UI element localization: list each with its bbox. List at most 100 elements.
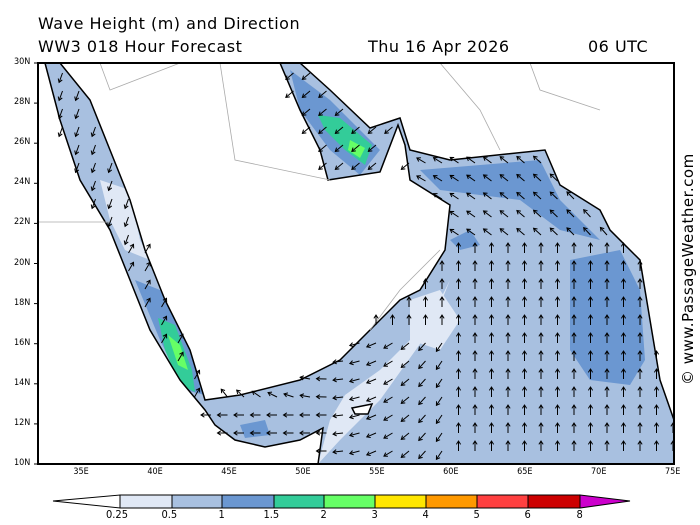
wave-arrow — [74, 144, 80, 156]
wave-arrow — [365, 450, 377, 457]
legend-label: 8 — [576, 508, 583, 521]
wave-arrow — [637, 278, 643, 289]
wave-arrow — [604, 278, 610, 289]
wave-arrow — [571, 314, 577, 325]
wave-arrow — [472, 368, 478, 379]
wave-arrow — [554, 350, 561, 361]
legend-label: 0.25 — [106, 508, 129, 521]
wave-arrow — [571, 296, 577, 307]
wave-arrow — [455, 332, 462, 343]
lat-label: 24N — [14, 177, 31, 188]
wave-arrow — [521, 350, 528, 361]
wave-arrow — [123, 234, 129, 246]
wave-arrow — [400, 378, 410, 386]
wave-arrow — [435, 396, 443, 407]
wave-arrow — [449, 228, 459, 236]
wave-arrow — [418, 378, 426, 388]
wave-arrow — [604, 368, 610, 379]
africa-landmass — [38, 63, 324, 464]
lon-label: 70E — [591, 467, 607, 477]
axis-ticks — [34, 62, 38, 465]
legend-swatch — [171, 494, 223, 509]
wave-arrow — [521, 296, 528, 307]
wave-arrow — [216, 412, 228, 418]
wave-arrow — [521, 278, 528, 289]
wave-arrow — [299, 393, 311, 399]
wave-arrow — [587, 386, 594, 397]
wave-arrow — [318, 108, 327, 117]
wave-arrow — [571, 242, 577, 253]
wave-arrow — [128, 243, 135, 254]
zone-0.25-0.5 — [100, 180, 150, 260]
wave-arrow — [367, 126, 377, 135]
wave-arrow — [620, 350, 627, 361]
wave-arrow — [301, 108, 311, 117]
wave-arrow — [318, 90, 327, 99]
wave-arrow — [482, 228, 492, 236]
wave-arrow — [604, 440, 610, 451]
wave-arrow — [599, 226, 608, 236]
wave-arrow — [505, 386, 511, 397]
wave-arrow — [532, 173, 542, 182]
wave-arrow — [499, 228, 509, 236]
wave-arrow — [571, 332, 577, 343]
wave-arrow — [482, 174, 492, 182]
wave-arrow — [348, 450, 360, 456]
wave-arrow — [383, 414, 393, 421]
wave-arrow — [521, 386, 528, 397]
wave-arrow — [315, 376, 327, 382]
wave-arrow — [236, 389, 245, 398]
wave-arrow — [488, 350, 495, 361]
lon-label: 60E — [443, 467, 459, 477]
wave-arrow — [107, 198, 113, 210]
wave-arrow — [488, 332, 495, 343]
wave-arrow — [653, 368, 660, 379]
wave-arrow — [538, 440, 544, 451]
wave-arrow — [233, 412, 244, 418]
wave-arrow — [554, 242, 561, 253]
wave-arrow — [488, 386, 495, 397]
wave-arrow — [566, 191, 575, 200]
wave-arrow — [400, 360, 410, 368]
lat-label: 26N — [14, 137, 31, 148]
wave-arrow — [283, 392, 294, 398]
wave-arrow — [604, 242, 610, 253]
lat-label: 12N — [14, 417, 31, 428]
legend-swatch — [527, 494, 581, 509]
wave-arrow — [455, 368, 462, 379]
wave-arrow — [301, 126, 311, 135]
wave-arrow — [482, 192, 492, 200]
wave-arrow — [367, 162, 377, 171]
wave-arrow — [499, 210, 509, 218]
wave-arrow — [620, 296, 627, 307]
legend-label: 6 — [524, 508, 531, 521]
wave-arrow — [449, 192, 459, 200]
wave-arrow — [455, 278, 462, 289]
wave-arrow — [315, 394, 327, 400]
wave-arrow — [351, 126, 360, 135]
wave-arrow — [571, 404, 577, 415]
wave-arrow — [604, 332, 610, 343]
wave-arrow — [315, 412, 327, 418]
wave-arrow — [466, 228, 476, 236]
wave-arrow — [620, 242, 627, 253]
wave-arrow — [449, 210, 459, 218]
wave-arrow — [418, 432, 426, 442]
wave-arrow — [554, 386, 561, 397]
legend-label: 1.5 — [263, 508, 280, 521]
wave-arrow — [334, 108, 344, 117]
wave-arrow — [435, 378, 443, 389]
wave-arrow — [439, 296, 445, 307]
wave-arrow — [620, 260, 627, 271]
wave-arrow — [334, 126, 344, 135]
wave-arrow — [400, 414, 410, 422]
wave-arrow — [332, 449, 344, 455]
wave-arrow — [74, 162, 80, 174]
wave-arrow — [604, 404, 610, 415]
legend-swatch — [221, 494, 275, 509]
wave-arrow — [161, 333, 168, 344]
wave-arrow — [418, 396, 426, 406]
wave-arrow — [90, 144, 96, 156]
wave-arrow — [384, 126, 393, 135]
wave-arrow — [604, 386, 610, 397]
